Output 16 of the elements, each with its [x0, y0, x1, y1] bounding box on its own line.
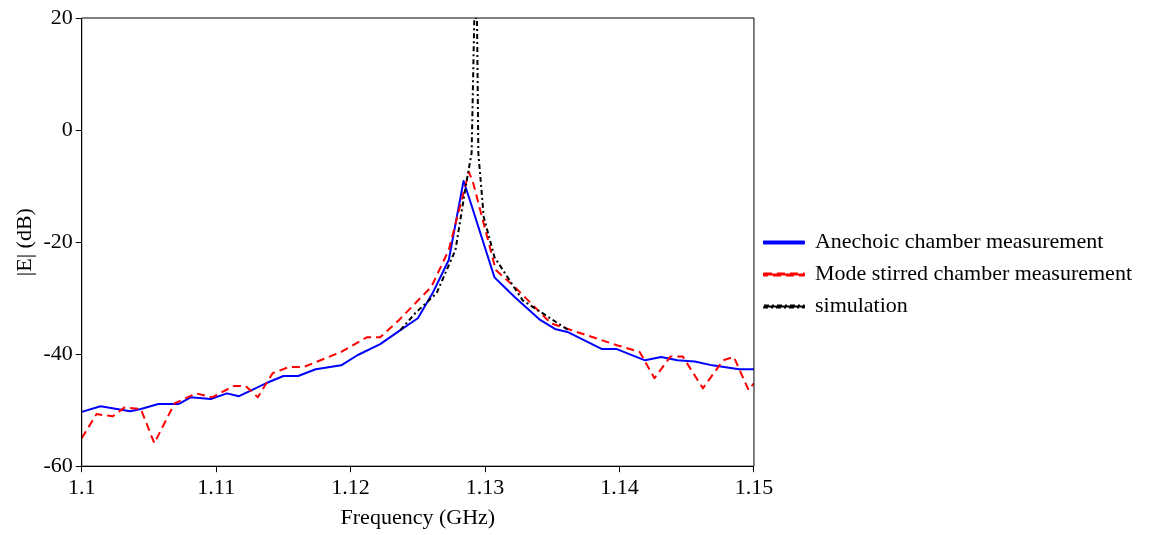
legend-label: Anechoic chamber measurement [814, 228, 1104, 254]
x-tick-label: 1.11 [197, 474, 236, 500]
legend-label: Mode stirred chamber measurement [814, 260, 1132, 286]
x-tick-label: 1.15 [734, 474, 774, 500]
legend-label: simulation [814, 292, 908, 318]
y-tick-label: -20 [43, 227, 73, 253]
x-tick-label: 1.13 [465, 474, 505, 500]
y-tick-label: 0 [61, 115, 73, 141]
x-axis-title: Frequency (GHz) [340, 503, 496, 529]
x-tick-label: 1.1 [67, 474, 96, 500]
x-tick-label: 1.14 [600, 474, 639, 500]
y-tick-label: 20 [50, 3, 73, 29]
y-axis-title: |E| (dB) [10, 208, 36, 277]
y-tick-label: -40 [43, 339, 73, 365]
x-tick-label: 1.12 [331, 474, 370, 500]
y-tick-label: -60 [43, 451, 73, 477]
